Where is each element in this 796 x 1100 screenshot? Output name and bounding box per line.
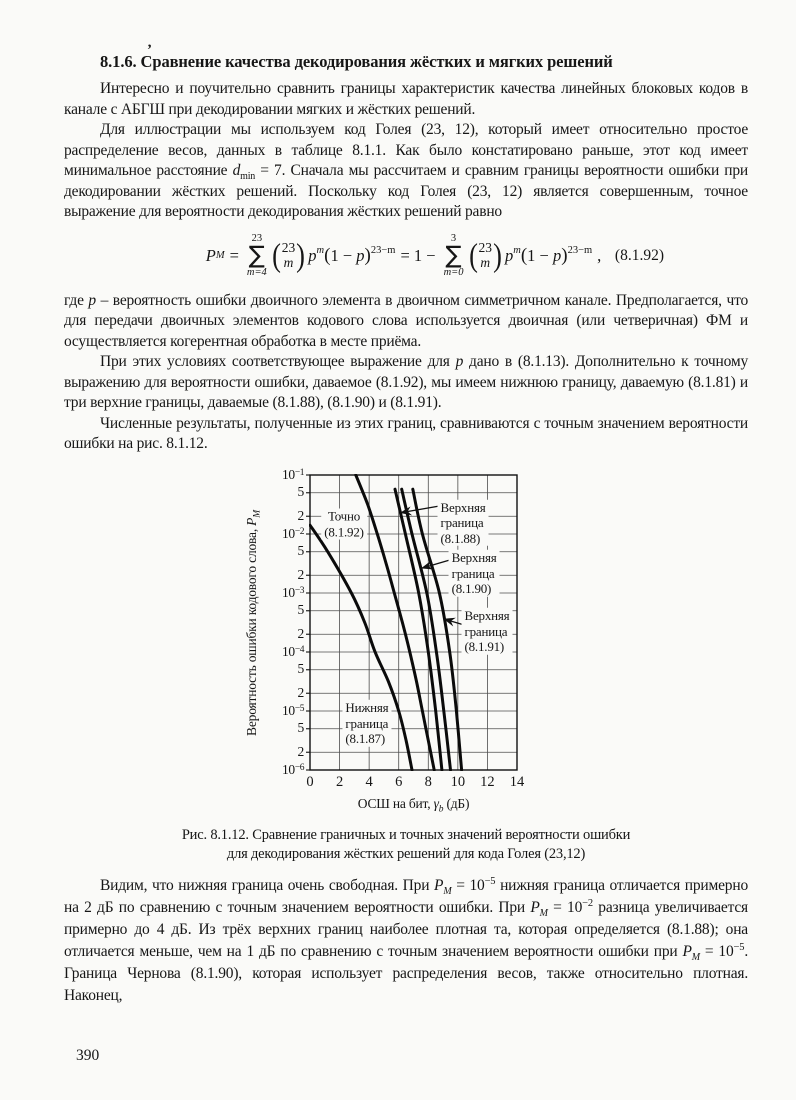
binom-top: 23 [281,240,296,255]
paragraph-discussion: Видим, что нижняя граница очень свободна… [64,875,748,1004]
sigma-icon: ∑ [445,241,462,269]
left-paren: ( [271,237,281,274]
equation-8-1-92: P M = 23 ∑ m=4(23 m) pm(1 − p)23−m = 1 −3 ∑ m=0(23… [64,228,748,284]
probability-term: pm(1 − p)23−m [308,244,396,266]
equals-one-minus: = 1 − [400,245,436,265]
x-tick-label: 2 [335,773,344,790]
curve-exact-8192 [354,473,436,771]
figure-plot-area: 10−1 5 2 10−2 5 2 10−3 5 2 10−4 5 2 10−5 5 2 10−6 0 2 4 6 8 1… [240,463,550,821]
binomial-coefficient: (23 m) [468,237,502,274]
chart-annotation-ub-8188: Верхняя граница (8.1.88) [437,499,489,547]
sum-lower-limit: m=0 [443,267,464,278]
chart-annotation-exact: Точно (8.1.92) [321,508,367,540]
y-tick-label: 2 [297,684,305,700]
annotation-arrow-ub-8188 [399,505,439,515]
y-tick-label: 10−2 [281,525,305,541]
x-axis-label: ОСШ на бит, γb (дБ) [357,795,470,815]
equation-number: (8.1.92) [614,246,664,264]
paragraph-golay-code: Для иллюстрации мы используем код Голея … [64,121,748,220]
caption-line-1: Рис. 8.1.12. Сравнение граничных и точны… [181,826,631,843]
chart-annotation-ub-8191: Верхняя граница (8.1.91) [461,608,513,655]
y-tick-label: 10−1 [281,466,305,482]
x-tick-label: 10 [450,773,466,790]
x-tick-label: 0 [306,773,314,790]
sum-lower-limit: m=4 [246,267,267,278]
paragraph-numeric-results: Численные результаты, полученные из этих… [64,414,748,453]
caption-line-2: для декодирования жёстких решений для ко… [226,845,586,862]
curve-ub-8190 [400,487,452,771]
y-tick-label: 10−3 [281,584,305,600]
chart-annotation-ub-8190: Верхняя граница (8.1.90) [448,549,500,597]
curve-ub-8188 [393,487,444,771]
y-tick-label: 10−5 [281,702,305,718]
section-title: 8.1.6. Сравнение качества декодирования … [100,52,613,71]
y-tick-label: 2 [297,507,305,523]
y-tick-label: 2 [297,566,305,582]
y-tick-label: 10−6 [281,761,305,777]
paragraph-where-p: где p – вероятность ошибки двоичного эле… [64,291,748,350]
y-tick-label: 5 [297,543,305,559]
y-tick-label: 10−4 [281,643,305,659]
paragraph-intro: Интересно и поучительно сравнить границы… [64,80,748,118]
paragraph-conditions: При этих условиях соответствующее выраже… [64,353,748,411]
binom-bottom: m [283,254,294,270]
page-number: 390 [76,1047,100,1064]
y-tick-label: 5 [297,484,305,500]
annotation-arrow-ub-8190 [421,558,453,569]
chart-annotation-lower-8187: Нижняя граница (8.1.87) [342,700,392,747]
x-tick-label: 12 [480,773,495,790]
text-block: 8.1.6. Сравнение качества декодирования … [64,52,748,1007]
y-tick-label: 5 [297,602,305,618]
equals-sign: = [229,245,239,265]
sum-operator: 3 ∑ m=0 [444,233,464,278]
figure-8-1-12: 10−1 5 2 10−2 5 2 10−3 5 2 10−4 5 2 10−5 5 2 10−6 0 2 4 6 8 1… [64,463,748,864]
x-tick-label: 14 [509,773,525,790]
sum-upper-limit: 3 [450,233,457,244]
x-tick-label: 6 [395,773,403,790]
comma: , [597,245,602,265]
sigma-icon: ∑ [248,241,265,269]
curve-lower-8187 [309,523,414,771]
sum-operator: 23 ∑ m=4 [247,233,267,278]
scan-artifact: ’ [147,42,152,58]
y-tick-label: 2 [297,743,305,759]
x-tick-label: 8 [424,773,432,790]
formula-var-P: P [205,245,216,265]
sum-upper-limit: 23 [251,233,263,244]
probability-term: pm(1 − p)23−m [505,244,593,266]
annotation-arrow-ub-8191 [443,617,464,626]
x-tick-label: 4 [365,773,373,790]
y-axis-label: Вероятность ошибки кодового слова, PM [244,509,263,736]
y-tick-label: 5 [297,720,305,736]
binomial-coefficient: (23 m) [271,237,307,274]
right-paren: ) [296,237,306,274]
y-tick-label: 5 [297,661,305,677]
figure-caption: Рис. 8.1.12. Сравнение граничных и точны… [64,826,748,864]
y-tick-label: 2 [297,625,305,641]
equation-body: P M = 23 ∑ m=4(23 m) pm(1 − p)23−m = 1 −3 ∑ m=0(23… [205,233,602,278]
